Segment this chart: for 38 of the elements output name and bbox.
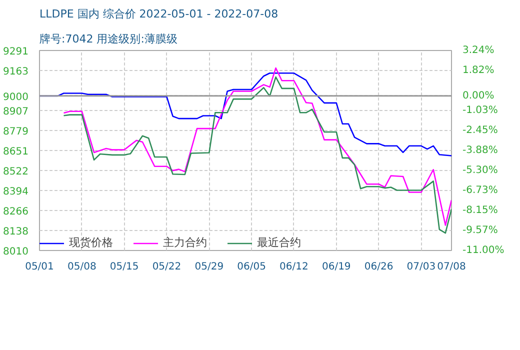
- x-tick-label: 06/12: [280, 262, 308, 272]
- y2-tick-label: -9.57%: [462, 224, 498, 236]
- y2-tick-label: 1.82%: [462, 64, 494, 76]
- legend-label: 最近合约: [257, 235, 301, 250]
- y2-tick-label: -6.73%: [462, 185, 498, 196]
- y-tick-label: 8266: [3, 206, 29, 218]
- x-tick-label: 05/29: [194, 262, 224, 272]
- y2-tick-label: -2.45%: [462, 124, 498, 136]
- legend-label: 现货价格: [69, 235, 113, 250]
- y2-tick-label: -1.03%: [462, 104, 498, 116]
- legend-label: 主力合约: [163, 235, 207, 250]
- y2-tick-label: -8.15%: [462, 204, 498, 216]
- y2-tick-label: -5.30%: [462, 164, 498, 176]
- y-tick-label: 8394: [3, 186, 29, 198]
- y2-tick-label: -11.00%: [462, 245, 504, 256]
- y-tick-label: 9000: [3, 92, 29, 103]
- y-tick-label: 9291: [3, 46, 29, 58]
- x-tick-label: 07/03: [406, 262, 436, 272]
- y-tick-label: 9163: [3, 66, 29, 78]
- y2-tick-label: -3.88%: [462, 145, 498, 156]
- x-tick-label: 06/05: [237, 262, 266, 272]
- y-tick-label: 8907: [3, 106, 29, 118]
- x-tick-label: 07/08: [437, 262, 466, 272]
- y-tick-label: 8779: [3, 126, 29, 138]
- chart-subtitle: 牌号:7042 用途级别:薄膜级: [40, 32, 178, 46]
- x-tick-label: 05/15: [110, 262, 139, 272]
- y2-tick-label: 0.00%: [462, 90, 494, 102]
- chart-title: LLDPE 国内 综合价 2022-05-01 - 2022-07-08: [40, 8, 278, 20]
- y2-tick-label: 3.24%: [462, 45, 494, 56]
- x-tick-label: 05/01: [25, 262, 54, 272]
- y-tick-label: 8522: [3, 166, 29, 178]
- x-tick-label: 06/19: [322, 262, 351, 272]
- y-tick-label: 8010: [3, 246, 29, 258]
- x-tick-label: 05/08: [68, 262, 96, 272]
- x-tick-label: 06/26: [364, 262, 394, 272]
- x-tick-label: 05/22: [152, 262, 182, 272]
- y-tick-label: 8651: [3, 146, 29, 158]
- y-tick-label: 8138: [3, 226, 29, 238]
